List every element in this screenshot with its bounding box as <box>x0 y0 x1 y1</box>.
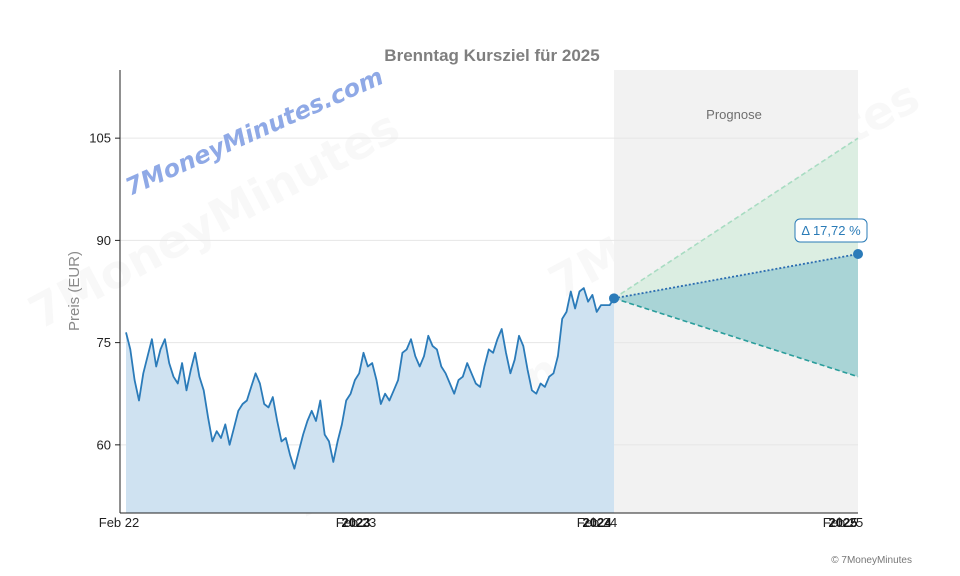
y-tick-label: 60 <box>97 437 111 452</box>
y-tick-label: 75 <box>97 335 111 350</box>
delta-badge: Δ 17,72 % <box>794 218 868 243</box>
x-tick-label: Feb 23 <box>336 515 376 530</box>
forecast-mid-line <box>613 253 859 300</box>
forecast-start-point <box>609 293 619 304</box>
x-tick-label: 2025 <box>829 515 858 530</box>
y-tick-label: 90 <box>97 233 111 248</box>
history-area <box>126 288 614 513</box>
x-tick-label: 2023 <box>342 515 371 530</box>
x-tick-label: 2024 <box>583 515 613 530</box>
y-tick-labels: 60 75 90 105 <box>89 131 120 452</box>
forecast-target-point <box>853 249 863 260</box>
forecast-label: Prognose <box>706 107 762 122</box>
delta-label: Δ 17,72 % <box>801 223 861 238</box>
forecast-high-line <box>613 137 859 299</box>
y-tick-label: 105 <box>89 131 111 146</box>
forecast-low-area <box>614 254 858 377</box>
x-tick-label: Feb 22 <box>99 515 139 530</box>
forecast-low-line <box>613 297 859 378</box>
y-axis-label: Preis (EUR) <box>66 251 83 331</box>
chart-title: Brenntag Kursziel für 2025 <box>384 46 599 65</box>
x-tick-label: Feb 25 <box>823 515 863 530</box>
copyright: © 7MoneyMinutes <box>831 555 912 566</box>
price-line <box>125 287 615 470</box>
x-tick-label: Feb 24 <box>577 515 617 530</box>
